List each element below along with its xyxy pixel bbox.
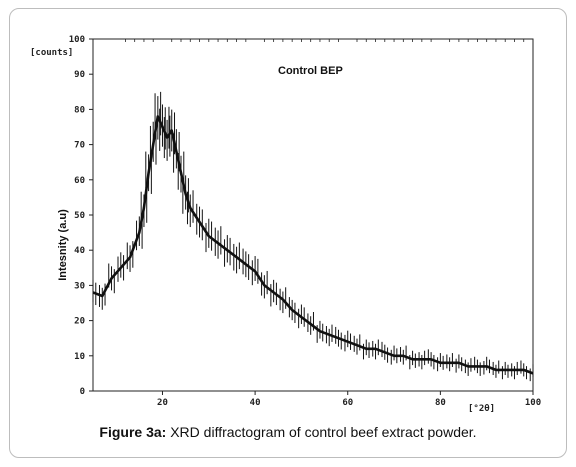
- x-tick-label: 80: [435, 398, 446, 408]
- x-unit-label: [°2θ]: [468, 404, 495, 414]
- caption-text: XRD diffractogram of control beef extrac…: [166, 424, 477, 440]
- chart-annotation: Control BEP: [278, 65, 343, 77]
- y-tick-label: 10: [74, 352, 85, 362]
- y-tick-label: 50: [74, 211, 85, 221]
- y-tick-label: 70: [74, 141, 85, 151]
- y-unit-label: [counts]: [30, 48, 73, 58]
- y-axis-label: Intesnity (a.u): [57, 209, 69, 281]
- x-tick-label: 60: [342, 398, 353, 408]
- y-tick-label: 40: [74, 246, 85, 256]
- y-tick-label: 90: [74, 70, 85, 80]
- x-tick-label: 40: [250, 398, 261, 408]
- plot-area: [92, 38, 534, 392]
- y-tick-label: 20: [74, 317, 85, 327]
- y-tick-label: 60: [74, 176, 85, 186]
- series-group: [92, 91, 534, 382]
- y-tick-label: 80: [74, 105, 85, 115]
- axis-ticks: 0 10 20 30 40 50 60 70 80 90 100 20 40 60 80 100: [69, 35, 541, 408]
- caption-label: Figure 3a:: [99, 424, 167, 440]
- y-tick-label: 0: [80, 387, 85, 397]
- y-tick-label: 100: [69, 35, 85, 45]
- figure-frame: [9, 8, 567, 458]
- figure-caption: Figure 3a: XRD diffractogram of control …: [0, 424, 576, 440]
- diffractogram-line: [92, 115, 534, 375]
- x-tick-label: 20: [157, 398, 168, 408]
- x-tick-label: 100: [525, 398, 541, 408]
- y-tick-label: 30: [74, 281, 85, 291]
